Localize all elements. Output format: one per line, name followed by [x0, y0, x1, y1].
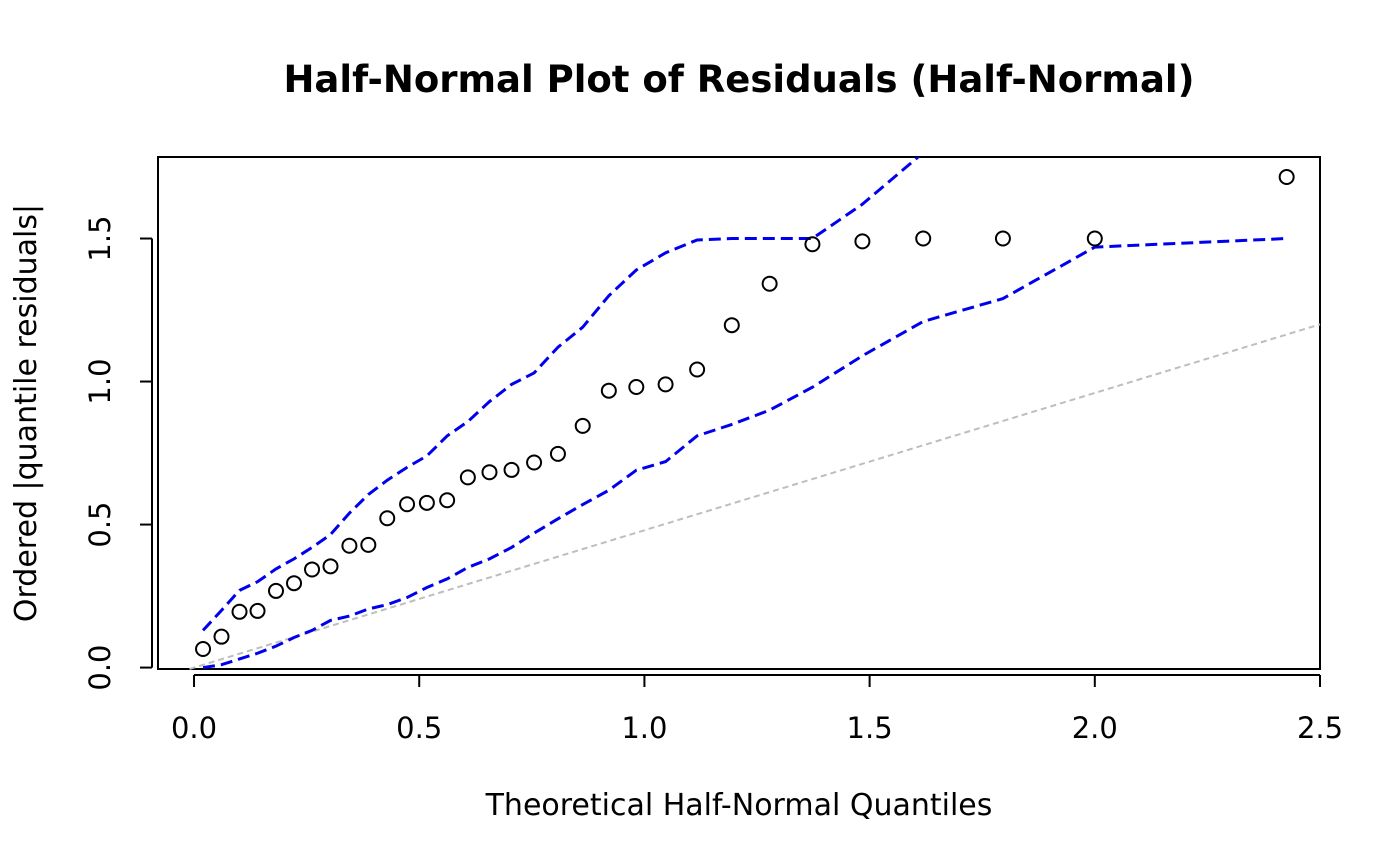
residual-point [503, 461, 520, 478]
x-tick-label: 1.0 [621, 711, 667, 745]
x-axis-label: Theoretical Half-Normal Quantiles [485, 788, 993, 823]
chart-title: Half-Normal Plot of Residuals (Half-Norm… [283, 58, 1194, 101]
reference-line-layer [189, 323, 1321, 670]
x-tick-label: 2.0 [1072, 711, 1118, 745]
residual-point [418, 494, 435, 511]
y-axis-label: Ordered |quantile residuals| [9, 204, 44, 622]
residual-point [994, 230, 1011, 247]
residual-point [628, 378, 645, 395]
reference-line [189, 323, 1321, 670]
residual-points-layer [195, 169, 1295, 657]
residual-point [723, 317, 740, 334]
x-tick-label: 1.5 [847, 711, 893, 745]
residual-point [195, 640, 212, 657]
residual-point [459, 469, 476, 486]
x-tick-label: 0.0 [171, 711, 217, 745]
y-tick-label: 1.0 [83, 358, 117, 404]
residual-point [526, 454, 543, 471]
residual-point [341, 537, 358, 554]
y-tick-label: 0.5 [83, 501, 117, 547]
residual-point [574, 417, 591, 434]
residual-point [1278, 169, 1295, 186]
residual-point [761, 275, 778, 292]
x-tick-label: 0.5 [396, 711, 442, 745]
residual-point [286, 575, 303, 592]
residual-point [600, 382, 617, 399]
residual-point [804, 236, 821, 253]
plot-area-frame [157, 156, 1321, 670]
residual-point [249, 602, 266, 619]
x-axis: 0.0 0.5 1.0 1.5 2.0 2.5 [171, 674, 1343, 745]
residual-point [854, 233, 871, 250]
simulation-envelope-layer [201, 157, 1287, 669]
residual-point [231, 603, 248, 620]
lower-envelope-line [202, 237, 1287, 669]
residual-point [268, 582, 285, 599]
y-tick-label: 0.0 [83, 645, 117, 691]
residual-point [322, 558, 339, 575]
upper-envelope-line [201, 157, 921, 632]
residual-point [1086, 230, 1103, 247]
residual-point [657, 376, 674, 393]
residual-point [439, 492, 456, 509]
residual-point [379, 510, 396, 527]
y-axis: 0.0 0.5 1.0 1.5 [83, 215, 153, 691]
residual-point [399, 496, 416, 513]
y-tick-label: 1.5 [83, 215, 117, 261]
residual-point [915, 230, 932, 247]
residual-point [213, 628, 230, 645]
residual-point [304, 561, 321, 578]
x-tick-label: 2.5 [1297, 711, 1343, 745]
residual-point [689, 361, 706, 378]
residual-point [481, 464, 498, 481]
residual-point [360, 536, 377, 553]
residual-point [549, 445, 566, 462]
